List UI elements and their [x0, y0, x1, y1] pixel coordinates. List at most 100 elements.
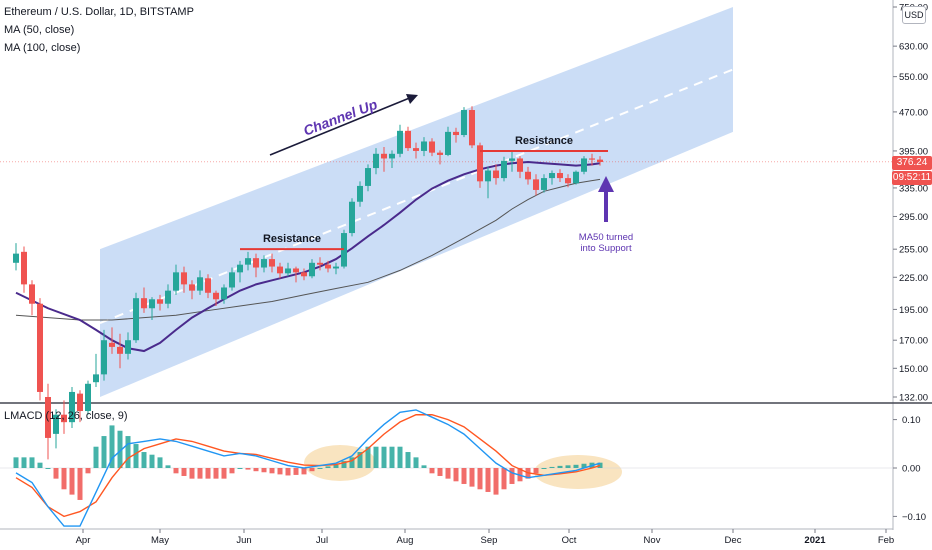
candle-body	[213, 292, 219, 300]
price-tick-label: 225.00	[899, 273, 928, 284]
time-tick-label: Feb	[878, 535, 894, 546]
price-tick-label: 395.00	[899, 146, 928, 157]
candle-body	[325, 264, 331, 269]
candle-body	[173, 272, 179, 291]
candle-body	[77, 393, 83, 412]
macd-histogram-bar	[565, 465, 571, 468]
ma50-legend[interactable]: MA (50, close)	[4, 24, 75, 36]
macd-histogram-bar	[277, 468, 283, 475]
time-tick-label: Jul	[316, 535, 328, 546]
candle-body	[285, 268, 291, 274]
candle-body	[93, 374, 99, 383]
macd-histogram-bar	[421, 465, 427, 468]
candle-body	[29, 284, 35, 304]
macd-histogram-bar	[309, 468, 315, 472]
macd-histogram-bar	[485, 468, 491, 492]
macd-histogram-bar	[245, 468, 251, 470]
last-price-label: 376.24	[892, 156, 932, 170]
macd-histogram-bar	[117, 430, 123, 468]
macd-histogram-bar	[285, 468, 291, 476]
time-tick-label: Nov	[644, 535, 661, 546]
price-tick-label: 550.00	[899, 72, 928, 83]
ma100-legend[interactable]: MA (100, close)	[4, 42, 81, 54]
candle-body	[581, 158, 587, 172]
candle-body	[557, 173, 563, 179]
time-tick-label: May	[151, 535, 169, 546]
macd-histogram-bar	[53, 468, 59, 479]
macd-histogram-bar	[21, 457, 27, 468]
candle-body	[101, 340, 107, 375]
macd-histogram-bar	[149, 454, 155, 468]
candle-body	[141, 298, 147, 309]
macd-histogram-bar	[317, 468, 323, 469]
candle-body	[365, 168, 371, 186]
macd-histogram-bar	[221, 468, 227, 479]
price-tick-label: 132.00	[899, 393, 928, 404]
candle-body	[237, 264, 243, 273]
macd-histogram-bar	[325, 466, 331, 468]
candle-body	[117, 346, 123, 354]
macd-histogram-bar	[373, 446, 379, 468]
macd-histogram-bar	[189, 468, 195, 479]
candle-body	[37, 303, 43, 392]
macd-histogram-bar	[213, 468, 219, 479]
macd-line	[15, 409, 601, 527]
candle-body	[133, 298, 139, 341]
candle-body	[13, 253, 19, 263]
candle-body	[373, 153, 379, 169]
time-tick-label: Sep	[481, 535, 498, 546]
candle-body	[205, 278, 211, 293]
macd-histogram-bar	[157, 457, 163, 468]
time-tick-label: Apr	[76, 535, 91, 546]
macd-histogram-bar	[101, 436, 107, 468]
macd-histogram-bar	[581, 463, 587, 468]
macd-histogram-bar	[597, 462, 603, 468]
macd-histogram-bar	[165, 465, 171, 468]
macd-histogram-bar	[197, 468, 203, 479]
time-tick-label: Aug	[397, 535, 414, 546]
candle-body	[485, 170, 491, 182]
candle-body	[405, 130, 411, 149]
support-label-1: MA50 turned	[579, 232, 633, 243]
macd-tick-label: 0.10	[902, 415, 921, 426]
macd-histogram-bar	[293, 468, 299, 475]
channel-up-arrow	[269, 96, 413, 156]
candle-body	[573, 171, 579, 184]
macd-histogram-bar	[141, 452, 147, 468]
resistance-label-high: Resistance	[515, 135, 573, 147]
price-tick-label: 195.00	[899, 305, 928, 316]
macd-histogram-bar	[237, 468, 243, 469]
macd-histogram-bar	[469, 468, 475, 487]
price-tick-label: 255.00	[899, 245, 928, 256]
candle-body	[357, 185, 363, 202]
countdown-label: 09:52:11	[892, 171, 932, 185]
candle-body	[565, 178, 571, 184]
macd-histogram-bar	[437, 468, 443, 476]
lmacd-legend[interactable]: LMACD (12, 26, close, 9)	[4, 410, 128, 422]
macd-histogram-bar	[37, 462, 43, 468]
symbol-legend[interactable]: Ethereum / U.S. Dollar, 1D, BITSTAMP	[4, 6, 194, 18]
candle-body	[253, 258, 259, 268]
candle-body	[493, 170, 499, 179]
currency-button[interactable]: USD	[902, 6, 926, 24]
macd-histogram-bar	[389, 446, 395, 468]
candle-body	[229, 272, 235, 288]
candle-body	[157, 299, 163, 304]
macd-histogram-bar	[493, 468, 499, 495]
macd-histogram-bar	[541, 468, 547, 469]
macd-histogram-bar	[205, 468, 211, 479]
candle-body	[533, 179, 539, 190]
macd-histogram-bar	[357, 452, 363, 468]
macd-histogram-bar	[461, 468, 467, 484]
macd-histogram-bar	[349, 457, 355, 468]
price-tick-label: 170.00	[899, 336, 928, 347]
candle-body	[301, 272, 307, 277]
candle-body	[381, 153, 387, 159]
candle-body	[309, 262, 315, 277]
macd-histogram-bar	[61, 468, 67, 490]
candle-body	[21, 251, 27, 285]
candle-body	[589, 158, 595, 160]
support-arrowhead	[598, 176, 614, 192]
